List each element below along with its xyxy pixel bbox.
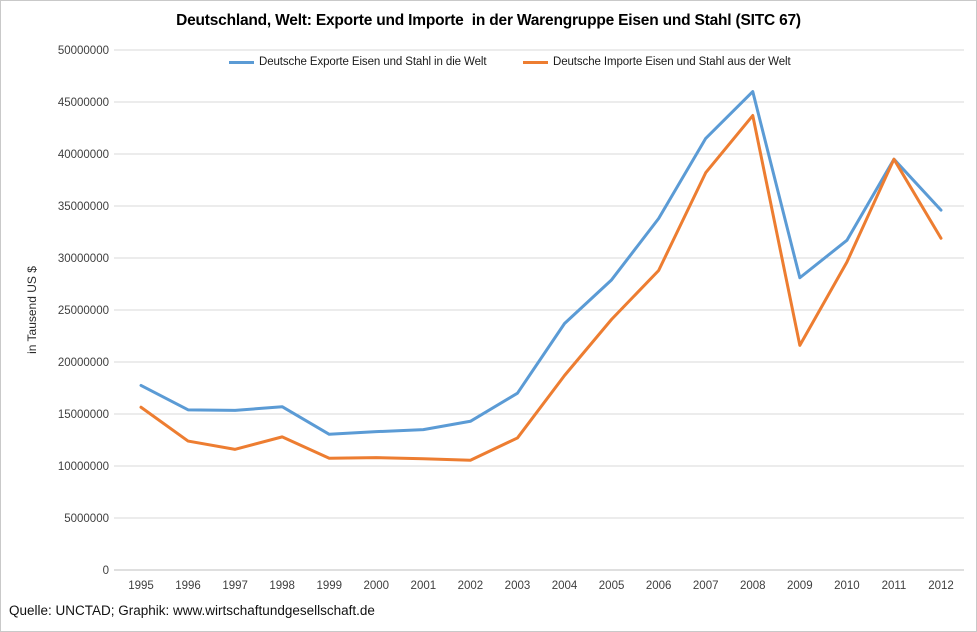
x-tick-label: 2009 bbox=[787, 580, 813, 592]
y-tick-label: 25000000 bbox=[58, 305, 109, 317]
x-tick-label: 2005 bbox=[599, 580, 625, 592]
y-tick-label: 10000000 bbox=[58, 461, 109, 473]
y-tick-label: 35000000 bbox=[58, 201, 109, 213]
y-tick-label: 20000000 bbox=[58, 357, 109, 369]
legend-label-importe: Deutsche Importe Eisen und Stahl aus der… bbox=[553, 56, 791, 68]
x-tick-label: 2000 bbox=[363, 580, 389, 592]
x-tick-label: 1996 bbox=[175, 580, 201, 592]
y-tick-label: 0 bbox=[103, 565, 109, 577]
legend-item-importe: Deutsche Importe Eisen und Stahl aus der… bbox=[523, 54, 791, 70]
x-tick-label: 2008 bbox=[740, 580, 766, 592]
y-tick-label: 40000000 bbox=[58, 149, 109, 161]
x-tick-label: 2010 bbox=[834, 580, 860, 592]
x-tick-label: 2011 bbox=[882, 580, 907, 592]
y-tick-label: 5000000 bbox=[64, 513, 109, 525]
x-tick-label: 1998 bbox=[269, 580, 295, 592]
x-tick-label: 2012 bbox=[928, 580, 954, 592]
legend-item-exporte: Deutsche Exporte Eisen und Stahl in die … bbox=[229, 54, 487, 70]
x-tick-label: 2007 bbox=[693, 580, 719, 592]
legend-label-exporte: Deutsche Exporte Eisen und Stahl in die … bbox=[259, 56, 487, 68]
export-line-swatch-icon bbox=[229, 60, 254, 64]
y-tick-label: 50000000 bbox=[58, 45, 109, 57]
y-tick-label: 45000000 bbox=[58, 97, 109, 109]
x-tick-label: 2003 bbox=[505, 580, 531, 592]
x-tick-label: 2002 bbox=[458, 580, 484, 592]
x-tick-label: 1997 bbox=[222, 580, 248, 592]
source-attribution: Quelle: UNCTAD; Graphik: www.wirtschaftu… bbox=[9, 603, 375, 618]
import-line-swatch-icon bbox=[523, 60, 548, 64]
y-tick-label: 15000000 bbox=[58, 409, 109, 421]
x-tick-label: 2004 bbox=[552, 580, 578, 592]
x-tick-label: 1999 bbox=[316, 580, 342, 592]
import-series-line bbox=[139, 114, 943, 462]
x-tick-label: 2001 bbox=[411, 580, 437, 592]
y-tick-label: 30000000 bbox=[58, 253, 109, 265]
chart-title: Deutschland, Welt: Exporte und Importe i… bbox=[176, 12, 801, 29]
x-tick-label: 1995 bbox=[128, 580, 154, 592]
x-tick-label: 2006 bbox=[646, 580, 672, 592]
export-series-line bbox=[139, 90, 943, 436]
